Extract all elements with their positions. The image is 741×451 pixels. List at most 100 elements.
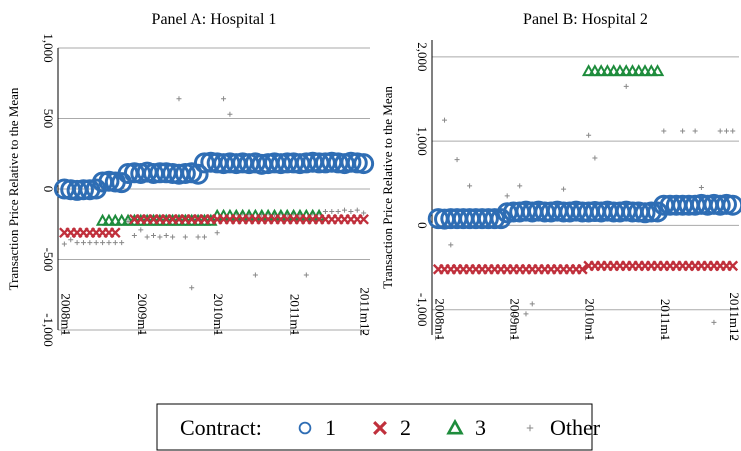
marker-triangle [644,64,658,77]
y-tick-label: 0 [415,222,430,229]
marker-plus [698,185,704,190]
marker-triangle [102,213,116,226]
marker-circle [298,421,312,435]
marker-plus [586,132,592,138]
marker-triangle [121,213,135,226]
marker-triangle [588,64,602,77]
marker-plus [692,128,698,134]
marker-plus [125,218,131,224]
marker-plus [730,128,736,134]
y-tick-label: 0 [41,186,56,193]
marker-circle [187,163,209,185]
marker-plus [454,157,460,163]
marker-plus [252,272,258,278]
y-tick-label: 1,000 [41,33,56,62]
marker-plus [717,128,723,134]
marker-plus [201,234,207,240]
y-tick-label: -1,000 [415,293,430,327]
marker-x [727,260,739,272]
marker-triangle [95,213,110,226]
marker-triangle [632,64,646,77]
marker-plus [329,209,335,215]
marker-plus [195,234,201,240]
marker-triangle [606,64,621,77]
marker-plus [80,240,86,246]
marker-plus [711,319,717,325]
legend-label: 2 [400,415,411,440]
x-tick-label: 2011m1 [288,294,303,336]
marker-plus [348,209,354,215]
marker-plus [442,117,448,123]
marker-plus [342,207,348,213]
marker-plus [361,210,367,216]
y-axis-title: Transaction Price Relative to the Mean [380,86,395,289]
marker-plus [214,230,220,236]
legend-label: Other [550,415,601,440]
marker-triangle [594,64,608,77]
marker-triangle [114,213,129,226]
marker-plus [87,240,93,246]
marker-triangle [619,64,633,77]
marker-circle [477,208,499,230]
y-tick-label: 1,000 [415,127,430,156]
marker-triangle [108,213,123,226]
marker-plus [561,186,567,192]
marker-triangle [581,64,596,77]
marker-plus [227,111,233,117]
marker-triangle [446,418,464,435]
marker-plus [74,240,80,246]
marker-plus [182,234,188,240]
marker-plus [100,240,106,246]
y-axis-title: Transaction Price Relative to the Mean [6,87,21,290]
marker-x [373,421,387,435]
marker-plus [680,128,686,134]
x-tick-label: 2008m1 [58,293,73,336]
marker-plus [526,424,534,432]
marker-circle [353,153,375,175]
marker-triangle [650,64,665,77]
marker-plus [448,242,454,248]
marker-plus [523,311,529,317]
marker-plus [93,240,99,246]
x-tick-label: 2010m1 [211,293,226,336]
marker-plus [144,234,150,240]
marker-plus [623,83,629,89]
marker-plus [723,128,729,134]
marker-plus [661,128,667,134]
marker-plus [138,227,144,233]
x-tick-label: 2008m1 [432,298,447,341]
marker-plus [151,233,157,239]
marker-triangle [625,64,640,77]
panel-title: Panel B: Hospital 2 [523,11,648,28]
marker-plus [592,155,598,161]
marker-plus [467,183,473,189]
marker-circle [484,208,506,230]
marker-x [109,227,121,239]
marker-x [577,263,588,275]
x-tick-label: 2009m1 [507,298,522,341]
legend-title: Contract: [180,415,262,440]
marker-plus [322,209,328,215]
marker-plus [106,240,112,246]
marker-plus [61,241,67,247]
x-tick-label: 2011m12 [358,287,373,336]
marker-plus [354,207,360,213]
marker-plus [335,209,341,215]
marker-plus [221,96,227,102]
marker-plus [510,313,516,319]
marker-plus [504,193,510,199]
marker-plus [176,96,182,102]
y-tick-label: 500 [41,109,56,129]
legend-label: 1 [325,415,336,440]
marker-plus [131,233,137,239]
marker-plus [189,285,195,291]
marker-plus [303,272,309,278]
y-tick-label: 2,000 [415,42,430,71]
legend-label: 3 [475,415,486,440]
x-tick-label: 2010m1 [583,298,598,341]
marker-triangle [600,64,615,77]
legend-box [156,403,593,451]
marker-plus [170,234,176,240]
marker-circle [722,194,741,216]
